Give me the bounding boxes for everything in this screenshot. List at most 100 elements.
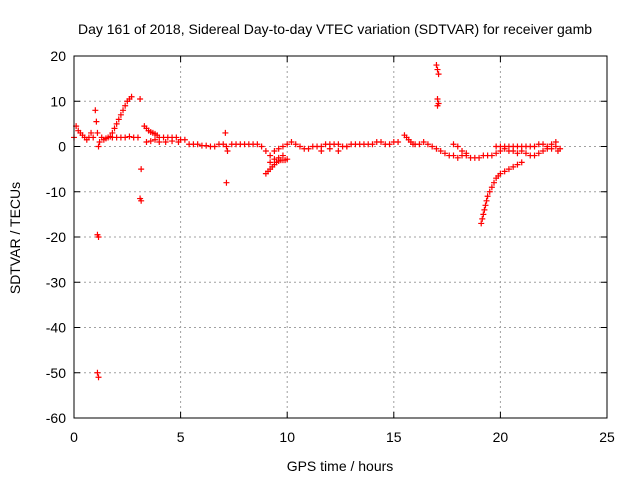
data-point xyxy=(454,143,461,150)
data-point xyxy=(548,141,555,148)
data-point xyxy=(424,141,431,148)
data-point xyxy=(284,141,291,148)
data-point xyxy=(134,134,141,141)
data-point xyxy=(169,138,176,145)
data-point xyxy=(115,116,122,123)
y-tick-label: -20 xyxy=(46,229,66,245)
data-point xyxy=(463,150,470,157)
data-point xyxy=(93,118,100,125)
data-point xyxy=(386,141,393,148)
data-point xyxy=(275,145,282,152)
x-tick-label: 0 xyxy=(70,429,78,445)
data-point xyxy=(211,143,218,150)
data-point xyxy=(335,141,342,148)
data-point xyxy=(454,154,461,161)
x-tick-label: 15 xyxy=(386,429,402,445)
data-point xyxy=(90,134,97,141)
data-point xyxy=(175,138,182,145)
data-point xyxy=(111,125,118,132)
data-point xyxy=(95,374,102,381)
data-point xyxy=(552,138,559,145)
data-point xyxy=(522,150,529,157)
data-point xyxy=(128,93,135,100)
data-point xyxy=(486,188,493,195)
data-point xyxy=(441,150,448,157)
data-point xyxy=(335,148,342,155)
data-point xyxy=(138,197,145,204)
data-point xyxy=(296,143,303,150)
data-point xyxy=(514,161,521,168)
data-point xyxy=(488,152,495,159)
data-point xyxy=(514,150,521,157)
axis-ticks: 0 5 10 15 20 25 20 10 0 -10 -20 -30 -40 -50 -60 xyxy=(46,48,615,445)
data-point xyxy=(433,145,440,152)
data-point xyxy=(88,129,95,136)
data-point xyxy=(117,111,124,118)
data-point xyxy=(459,148,466,155)
data-point xyxy=(223,179,230,186)
data-point xyxy=(483,197,490,204)
data-point xyxy=(434,66,441,73)
x-tick-label: 5 xyxy=(177,429,185,445)
data-point xyxy=(493,150,500,157)
data-point xyxy=(540,148,547,155)
plot-frame xyxy=(73,55,608,419)
y-tick-label: 0 xyxy=(58,139,66,155)
data-point xyxy=(481,206,488,213)
data-point xyxy=(94,369,101,376)
data-point xyxy=(488,184,495,191)
data-point xyxy=(292,141,299,148)
data-point xyxy=(95,234,102,240)
data-point xyxy=(478,220,485,227)
data-point xyxy=(429,143,436,150)
data-point xyxy=(181,136,188,143)
y-tick-label: -30 xyxy=(46,274,66,290)
data-point xyxy=(275,154,282,161)
data-point xyxy=(113,120,120,127)
data-point xyxy=(223,143,230,150)
y-tick-label: -40 xyxy=(46,320,66,336)
data-point xyxy=(271,156,278,163)
data-point xyxy=(491,179,498,186)
data-point xyxy=(501,168,508,175)
data-point xyxy=(479,215,486,222)
data-point xyxy=(220,141,227,148)
data-point xyxy=(416,141,423,148)
data-point xyxy=(544,143,551,150)
y-tick-label: 20 xyxy=(50,48,66,64)
data-point xyxy=(531,152,538,159)
data-point xyxy=(147,138,154,145)
data-point xyxy=(203,142,210,149)
data-point xyxy=(505,166,512,173)
data-point xyxy=(122,102,129,109)
data-point xyxy=(540,141,547,148)
data-point xyxy=(138,166,145,173)
data-point xyxy=(434,95,441,102)
data-point xyxy=(288,138,295,145)
data-point xyxy=(305,145,312,152)
data-point xyxy=(162,138,169,145)
data-point xyxy=(437,148,444,155)
data-point xyxy=(109,129,116,136)
data-point xyxy=(497,170,504,177)
data-point xyxy=(535,150,542,157)
data-point xyxy=(326,145,333,152)
data-point xyxy=(369,141,376,148)
data-point xyxy=(480,211,487,218)
data-point xyxy=(222,129,229,136)
data-point xyxy=(318,148,325,155)
grid xyxy=(74,56,607,418)
data-point xyxy=(173,134,180,141)
data-point xyxy=(434,102,441,109)
x-tick-label: 25 xyxy=(599,429,615,445)
data-point xyxy=(137,95,144,102)
data-point xyxy=(122,134,129,141)
y-axis-label: SDTVAR / TECUs xyxy=(7,182,23,294)
data-points xyxy=(71,62,564,381)
data-point xyxy=(262,148,269,155)
data-point xyxy=(267,152,274,159)
y-tick-label: 10 xyxy=(50,93,66,109)
data-point xyxy=(143,138,150,145)
data-point xyxy=(254,141,261,148)
